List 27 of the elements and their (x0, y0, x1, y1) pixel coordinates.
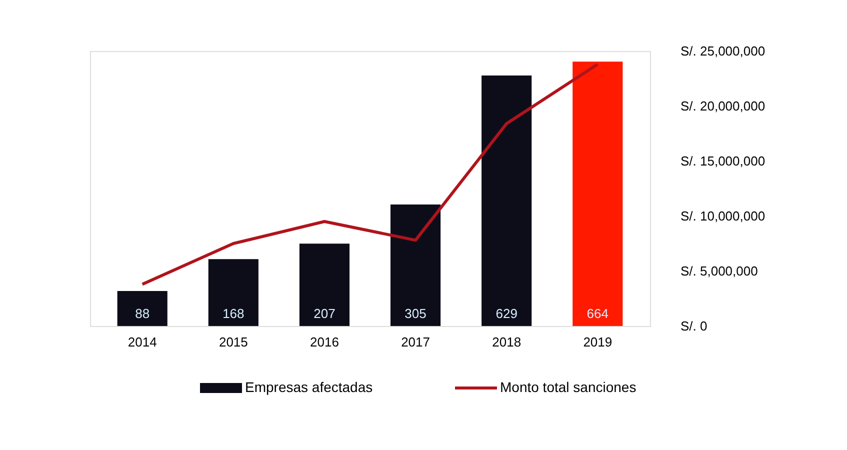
y2-tick-label: S/. 5,000,000 (680, 264, 758, 278)
data-label: 207 (314, 306, 336, 321)
data-label: 629 (496, 306, 518, 321)
x-tick-label: 2014 (128, 334, 157, 350)
bar (390, 204, 441, 326)
data-label: 305 (404, 306, 426, 321)
bar (572, 62, 623, 326)
x-tick-label: 2018 (492, 334, 522, 350)
y2-tick-label: S/. 10,000,000 (680, 208, 766, 224)
data-label: 664 (586, 306, 608, 321)
y2-tick-label: S/. 15,000,000 (680, 154, 766, 168)
y2-tick-label: S/. 25,000,000 (680, 44, 766, 58)
line-series (140, 62, 600, 286)
data-label: 168 (222, 306, 244, 321)
bar (299, 244, 350, 326)
bar (482, 76, 532, 326)
legend-label: Monto total sanciones (500, 379, 636, 395)
legend-label: Empresas afectadas (245, 379, 373, 395)
x-tick-label: 2016 (310, 334, 339, 350)
y2-tick-label: S/. 0 (680, 318, 708, 334)
x-tick-label: 2017 (401, 334, 430, 350)
y2-tick-label: S/. 20,000,000 (680, 98, 766, 114)
bar (117, 290, 168, 326)
data-label: 88 (135, 306, 150, 321)
x-tick-label: 2015 (218, 334, 248, 350)
x-tick-label: 2019 (583, 334, 612, 350)
bar (208, 259, 258, 326)
